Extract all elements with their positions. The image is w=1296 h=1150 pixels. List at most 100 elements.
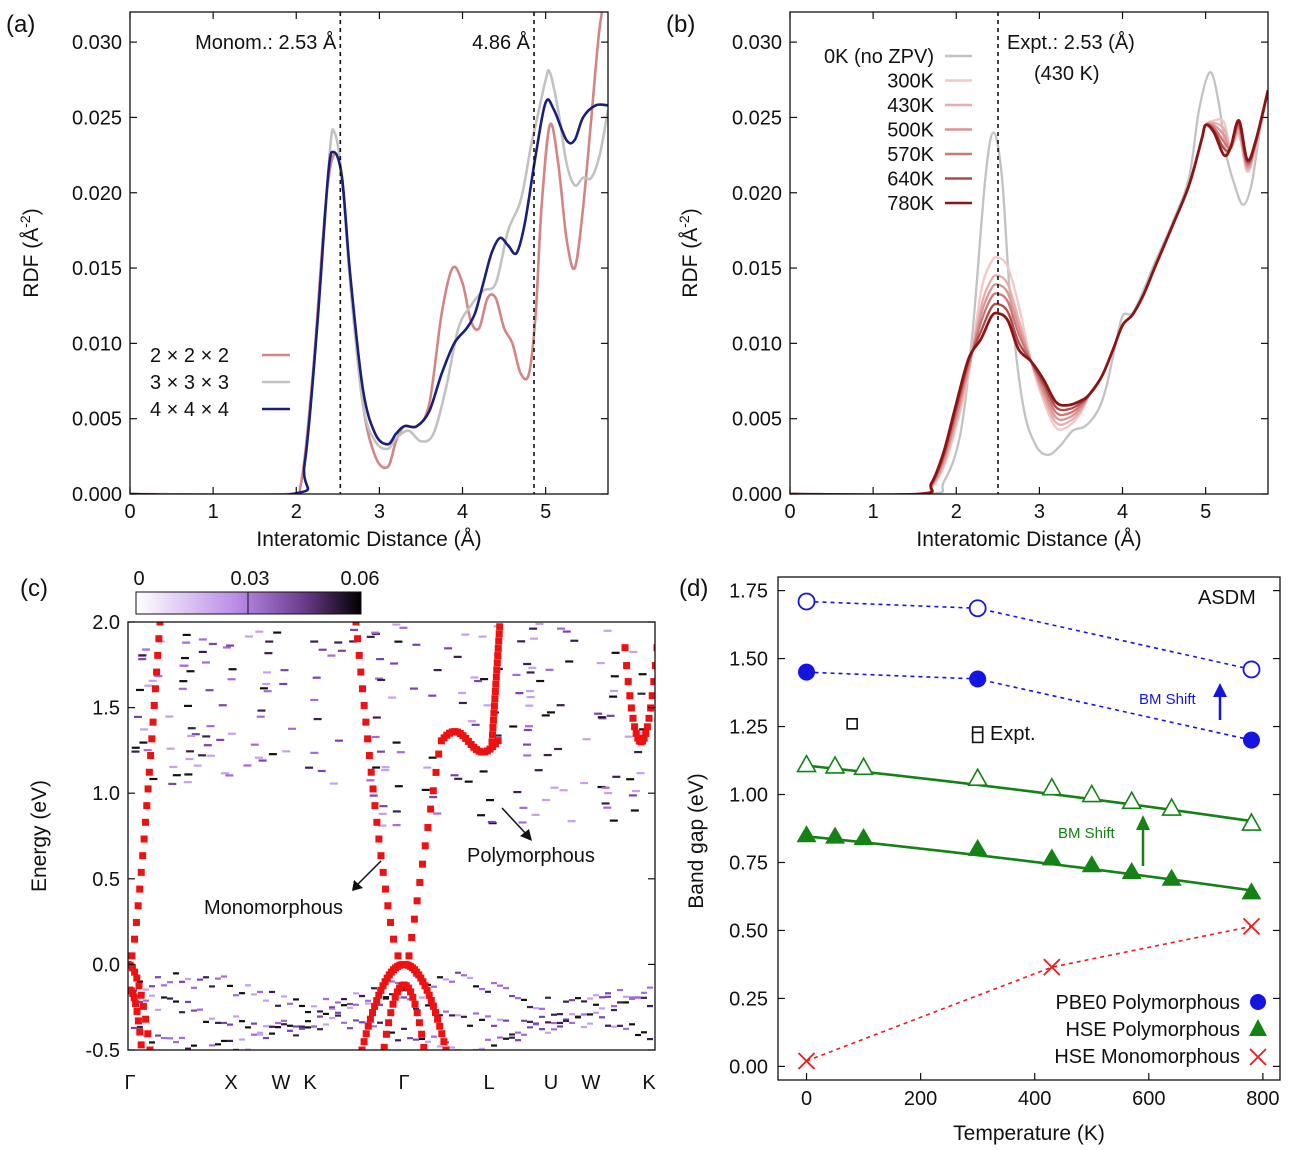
panel-c-annotations: Monomorphous Polymorphous xyxy=(204,807,595,919)
poly-spectral-mark xyxy=(611,1004,617,1008)
poly-spectral-mark xyxy=(255,630,264,633)
poly-spectral-mark xyxy=(281,1023,287,1026)
poly-spectral-mark xyxy=(569,1013,575,1016)
poly-spectral-mark xyxy=(545,668,554,671)
mono-band-point xyxy=(137,991,145,999)
poly-spectral-mark xyxy=(254,756,263,759)
poly-spectral-mark xyxy=(628,794,637,797)
poly-spectral-mark xyxy=(182,641,191,644)
poly-spectral-mark xyxy=(536,679,545,683)
poly-spectral-mark xyxy=(480,678,489,681)
poly-spectral-mark xyxy=(369,794,378,797)
poly-spectral-mark xyxy=(598,717,607,720)
poly-spectral-mark xyxy=(587,1013,593,1016)
poly-spectral-mark xyxy=(341,1021,347,1024)
poly-spectral-mark xyxy=(629,996,635,999)
data-point-hse-mono xyxy=(797,1052,816,1070)
x-tick-label: 1 xyxy=(208,501,219,523)
poly-spectral-mark xyxy=(533,1007,539,1010)
poly-spectral-mark xyxy=(599,1016,605,1019)
poly-spectral-mark xyxy=(423,766,432,769)
poly-spectral-mark xyxy=(557,1021,563,1025)
panel-b-label: (b) xyxy=(666,11,695,38)
poly-spectral-mark xyxy=(626,778,635,781)
mono-band-point xyxy=(352,622,360,626)
mono-band-point xyxy=(496,623,504,631)
poly-spectral-mark xyxy=(474,679,483,683)
mono-band-point xyxy=(362,1030,370,1038)
colorbar-tick-label: 0.03 xyxy=(231,568,270,590)
poly-spectral-mark xyxy=(610,675,619,678)
poly-spectral-mark xyxy=(209,1044,215,1047)
mono-band-point xyxy=(155,635,163,643)
fit-line xyxy=(806,835,1252,892)
poly-spectral-mark xyxy=(529,637,538,640)
mono-band-point xyxy=(494,644,502,652)
poly-spectral-mark xyxy=(263,1025,269,1028)
poly-spectral-mark xyxy=(569,1021,575,1024)
mono-band-point xyxy=(415,1019,423,1027)
mono-band-point xyxy=(369,785,377,793)
poly-spectral-mark xyxy=(597,716,606,719)
data-point-hse xyxy=(967,838,988,856)
poly-spectral-mark xyxy=(353,1019,359,1022)
poly-spectral-mark xyxy=(623,1001,629,1004)
mono-band-point xyxy=(409,993,417,1001)
mono-band-point xyxy=(369,1009,376,1017)
poly-spectral-mark xyxy=(497,984,503,987)
poly-spectral-mark xyxy=(191,733,200,736)
mono-band-point xyxy=(132,918,140,926)
mono-band-point xyxy=(411,1000,419,1008)
poly-spectral-mark xyxy=(609,689,618,692)
poly-spectral-mark xyxy=(185,1000,191,1004)
poly-spectral-mark xyxy=(635,1033,641,1037)
poly-spectral-mark xyxy=(205,689,214,692)
poly-spectral-mark xyxy=(317,1015,323,1018)
mono-band-point xyxy=(366,1015,374,1023)
poly-spectral-mark xyxy=(323,997,329,1001)
poly-spectral-mark xyxy=(275,1026,281,1029)
rdf-line-640K xyxy=(790,90,1268,494)
poly-spectral-mark xyxy=(479,1018,485,1021)
poly-spectral-mark xyxy=(467,720,476,723)
mono-band-point xyxy=(429,1002,437,1010)
mono-band-point xyxy=(631,723,639,731)
poly-spectral-mark xyxy=(203,744,212,747)
mono-band-point xyxy=(423,986,431,994)
mono-band-point xyxy=(645,714,653,722)
poly-spectral-mark xyxy=(251,993,257,996)
poly-spectral-mark xyxy=(341,1004,347,1007)
poly-spectral-mark xyxy=(383,996,389,999)
poly-spectral-mark xyxy=(539,1015,545,1018)
poly-spectral-mark xyxy=(139,741,148,744)
poly-spectral-mark xyxy=(138,654,147,657)
data-point-hse-bm xyxy=(796,753,817,773)
poly-spectral-mark xyxy=(221,975,227,978)
panel-a-legend-label: 3 × 3 × 3 xyxy=(150,372,229,394)
poly-spectral-mark xyxy=(407,1037,413,1040)
poly-spectral-mark xyxy=(596,661,605,665)
mono-band-point xyxy=(151,685,159,693)
mono-band-point xyxy=(364,735,372,743)
poly-spectral-mark xyxy=(396,751,405,754)
poly-spectral-mark xyxy=(287,1002,293,1005)
panel-b-legend-label: 0K (no ZPV) xyxy=(824,46,934,68)
panel-b-expt-temp: (430 K) xyxy=(1034,63,1100,85)
poly-spectral-mark xyxy=(647,1004,653,1008)
y-tick-label: 0.020 xyxy=(72,183,122,205)
poly-spectral-mark xyxy=(556,704,565,707)
poly-spectral-mark xyxy=(394,640,403,643)
poly-spectral-mark xyxy=(521,1019,527,1022)
poly-spectral-mark xyxy=(647,1037,653,1041)
poly-spectral-mark xyxy=(433,668,442,672)
rdf-line-780K xyxy=(790,89,1268,494)
poly-spectral-mark xyxy=(635,996,641,999)
poly-spectral-mark xyxy=(371,987,377,990)
poly-spectral-mark xyxy=(347,1002,353,1006)
poly-spectral-mark xyxy=(478,635,487,638)
poly-spectral-mark xyxy=(488,822,497,825)
poly-spectral-mark xyxy=(513,790,522,794)
poly-spectral-mark xyxy=(264,652,273,655)
poly-spectral-mark xyxy=(374,677,383,680)
